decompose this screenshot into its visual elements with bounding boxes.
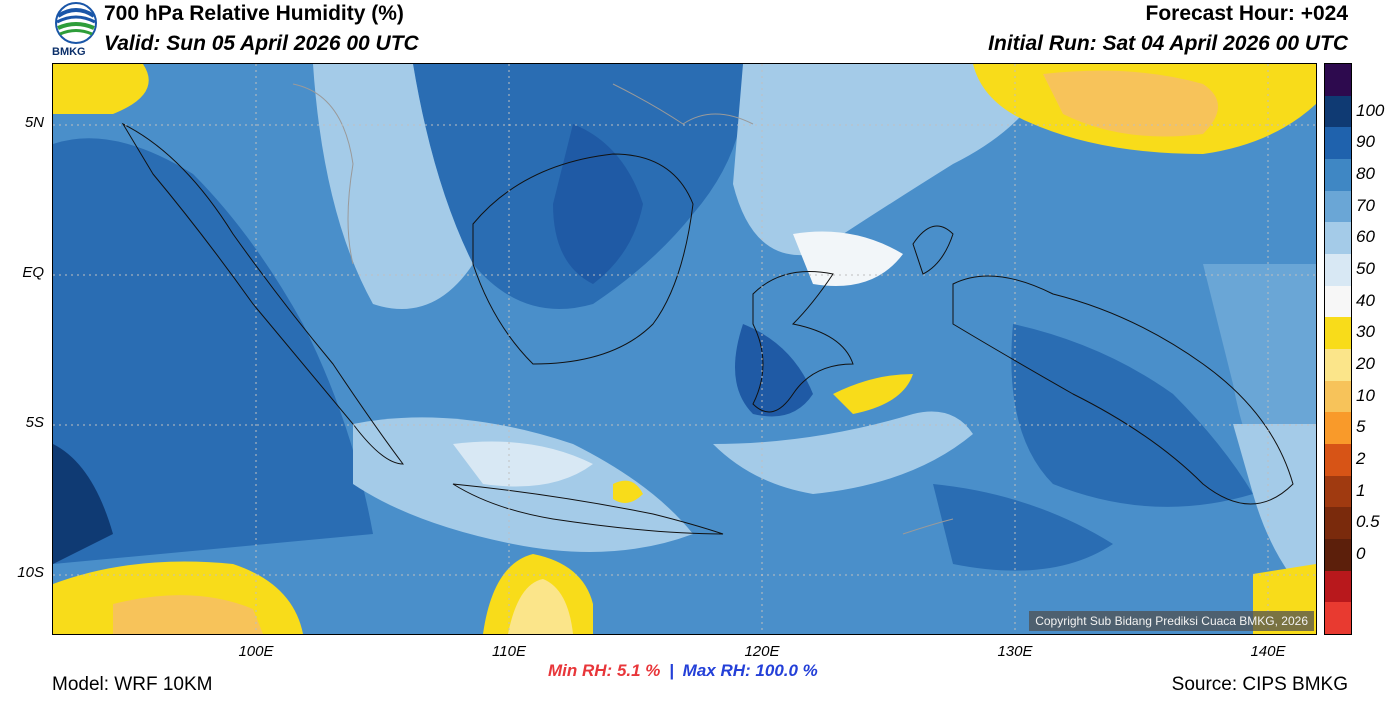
- colorbar-segment: [1325, 602, 1351, 634]
- copyright-notice: Copyright Sub Bidang Prediksi Cuaca BMKG…: [1029, 611, 1314, 631]
- lat-tick-5n: 5N: [24, 114, 44, 131]
- map-title: 700 hPa Relative Humidity (%): [104, 2, 404, 25]
- humidity-map[interactable]: [52, 63, 1317, 635]
- colorbar: [1324, 63, 1352, 635]
- initial-run: Initial Run: Sat 04 April 2026 00 UTC: [988, 32, 1348, 55]
- colorbar-segment: [1325, 158, 1351, 191]
- max-rh-value: 100.0 %: [755, 661, 818, 680]
- colorbar-segment: [1325, 222, 1351, 254]
- humidity-field: [53, 64, 1316, 634]
- colorbar-segment: [1325, 348, 1351, 381]
- lon-tick-120e: 120E: [744, 643, 780, 660]
- colorbar-label: 60: [1356, 227, 1375, 247]
- colorbar-label: 80: [1356, 163, 1375, 183]
- max-rh-label: Max RH:: [682, 661, 751, 680]
- min-rh-label: Min RH:: [548, 661, 613, 680]
- colorbar-segment: [1325, 317, 1351, 349]
- valid-time: Valid: Sun 05 April 2026 00 UTC: [104, 32, 419, 55]
- colorbar-label: 5: [1356, 417, 1366, 437]
- colorbar-segment: [1325, 475, 1351, 508]
- colorbar-label: 20: [1356, 353, 1375, 373]
- colorbar-segment: [1325, 127, 1351, 159]
- model-name: Model: WRF 10KM: [52, 674, 213, 695]
- forecast-hour: Forecast Hour: +024: [1145, 2, 1349, 25]
- colorbar-segment: [1325, 507, 1351, 539]
- colorbar-label: 2: [1356, 448, 1366, 468]
- bmkg-logo-icon: [55, 2, 97, 44]
- colorbar-label: 1: [1356, 480, 1366, 500]
- lon-tick-110e: 110E: [492, 643, 526, 660]
- colorbar-segment: [1325, 190, 1351, 223]
- rh-min-max: Min RH: 5.1 % | Max RH: 100.0 %: [548, 661, 818, 681]
- bmkg-logo: BMKG: [50, 0, 102, 62]
- colorbar-label: 30: [1356, 322, 1375, 342]
- stats-separator: |: [669, 661, 674, 680]
- colorbar-segment: [1325, 570, 1351, 603]
- colorbar-segment: [1325, 538, 1351, 571]
- colorbar-label: 40: [1356, 290, 1375, 310]
- colorbar-label: 10: [1356, 385, 1375, 405]
- lat-tick-5s: 5S: [25, 414, 44, 431]
- colorbar-segment: [1325, 443, 1351, 476]
- colorbar-segment: [1325, 285, 1351, 318]
- colorbar-segment: [1325, 64, 1351, 96]
- colorbar-label: 70: [1356, 195, 1375, 215]
- lon-tick-130e: 130E: [997, 643, 1033, 660]
- logo-text: BMKG: [52, 46, 86, 58]
- colorbar-label: 0.5: [1356, 512, 1380, 532]
- colorbar-segment: [1325, 95, 1351, 128]
- colorbar-label: 90: [1356, 132, 1375, 152]
- lon-tick-100e: 100E: [238, 643, 274, 660]
- colorbar-segment: [1325, 253, 1351, 286]
- lat-tick-eq: EQ: [22, 264, 44, 281]
- colorbar-label: 100: [1356, 100, 1385, 120]
- colorbar-segment: [1325, 380, 1351, 413]
- lon-tick-140e: 140E: [1250, 643, 1286, 660]
- lat-tick-10s: 10S: [17, 564, 44, 581]
- min-rh-value: 5.1 %: [616, 661, 661, 680]
- colorbar-segment: [1325, 412, 1351, 444]
- data-source: Source: CIPS BMKG: [1171, 674, 1348, 695]
- colorbar-label: 50: [1356, 258, 1375, 278]
- colorbar-label: 0: [1356, 543, 1366, 563]
